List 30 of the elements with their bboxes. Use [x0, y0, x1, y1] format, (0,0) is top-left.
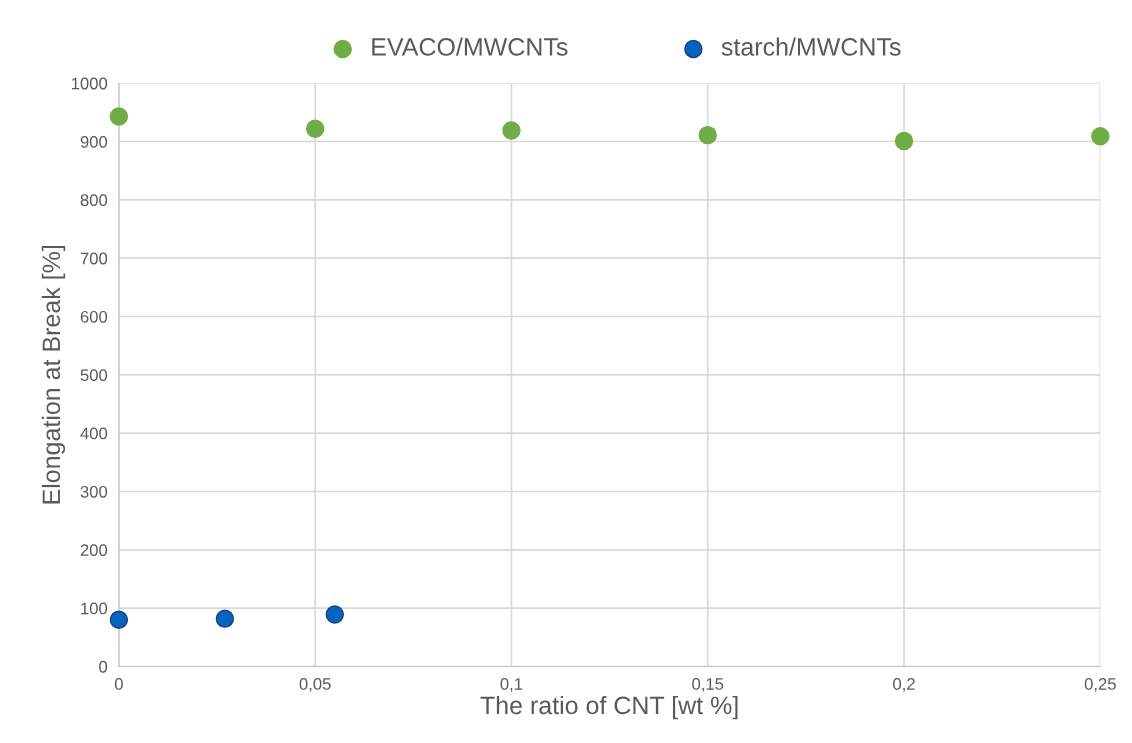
- point: [109, 107, 129, 126]
- point: [109, 610, 129, 630]
- y-tick-label: 700: [80, 252, 108, 265]
- x-tick-label: 0,25: [1084, 678, 1116, 692]
- y-tick-label: 200: [80, 544, 108, 557]
- y-tick-label: 1000: [71, 77, 108, 90]
- y-tick-label: 900: [80, 135, 108, 148]
- point: [325, 605, 344, 624]
- point: [894, 131, 914, 151]
- y-tick-label: 600: [80, 310, 108, 323]
- y-tick-label: 0: [99, 660, 108, 673]
- legend-label: EVACO/MWCNTs: [372, 37, 568, 56]
- legend-label: starch/MWCNTs: [721, 37, 901, 56]
- x-tick-label: 0,15: [692, 678, 724, 692]
- point: [1091, 127, 1110, 146]
- y-tick-label: 500: [80, 369, 108, 382]
- x-axis-title: The ratio of CNT [wt %]: [480, 695, 738, 720]
- y-tick-label: 300: [80, 485, 108, 498]
- x-tick-label: 0: [114, 678, 123, 690]
- x-tick-label: 0,1: [500, 678, 523, 692]
- x-tick-label: 0,05: [299, 678, 331, 692]
- point: [305, 119, 325, 138]
- y-tick-label: 100: [81, 602, 108, 615]
- y-axis-title: Elongation at Break [%]: [41, 245, 66, 504]
- point: [502, 121, 521, 140]
- x-tick-label: 0,2: [893, 678, 915, 692]
- point: [698, 125, 717, 145]
- y-tick-label: 800: [80, 194, 108, 207]
- point: [215, 609, 235, 628]
- y-tick-label: 400: [80, 427, 108, 440]
